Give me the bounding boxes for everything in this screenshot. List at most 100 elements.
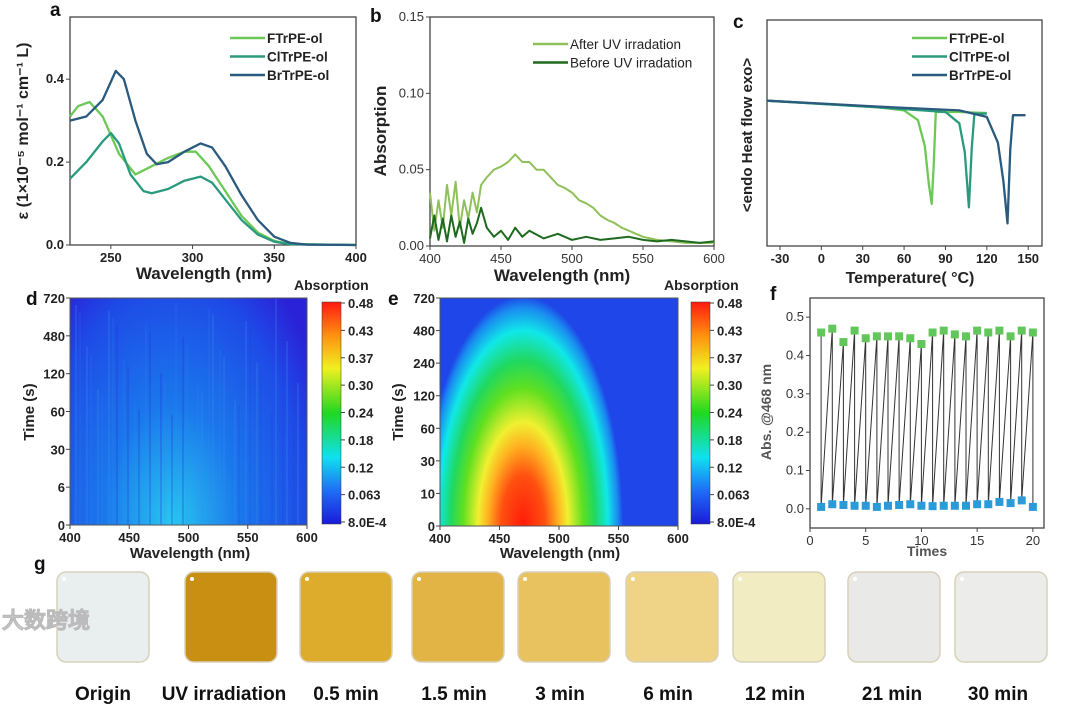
y-tick-label: 0.15	[399, 9, 424, 24]
highlight	[631, 577, 635, 581]
y-tick-label: 0.0	[46, 237, 64, 252]
x-tick-label: 550	[608, 531, 630, 546]
panel-e-ylabel: Time (s)	[390, 383, 407, 440]
y-tick-label: 0.05	[399, 162, 424, 177]
y-tick-label: 720	[43, 291, 65, 306]
watermark: 大数跨境	[2, 608, 90, 633]
high-point	[906, 334, 915, 343]
low-point	[872, 502, 881, 511]
colorbar-tick-label: 8.0E-4	[348, 515, 387, 530]
x-tick-label: 250	[100, 250, 122, 265]
y-tick-label: 0.2	[46, 154, 64, 169]
colorbar-tick-label: 8.0E-4	[717, 515, 756, 530]
x-tick-label: 20	[1026, 533, 1040, 548]
panel-a-frame	[69, 16, 357, 246]
high-point	[884, 332, 892, 341]
panel-d-heatmap	[70, 298, 307, 525]
x-tick-label: 15	[970, 533, 984, 548]
colorbar-tick-label: 0.24	[717, 406, 743, 421]
legend-label: BrTrPE-ol	[949, 68, 1011, 83]
colorbar-tick-label: 0.48	[717, 296, 742, 311]
x-tick-label: 90	[938, 251, 952, 266]
low-point	[973, 500, 982, 509]
colorbar-tick-label: 0.18	[348, 433, 373, 448]
panel-label-d: d	[26, 289, 38, 310]
low-point	[984, 500, 993, 509]
y-tick-label: 0.4	[786, 348, 804, 363]
series-cltrpe-ol	[69, 131, 357, 247]
x-tick-label: 0	[818, 251, 825, 266]
sample-label: 6 min	[643, 684, 693, 705]
y-tick-label: 720	[413, 291, 435, 306]
panel-b-xlabel: Wavelength (nm)	[494, 266, 630, 285]
x-tick-label: 400	[429, 531, 451, 546]
series-brtrpe-ol	[69, 69, 357, 247]
highlight	[738, 577, 742, 581]
y-tick-label: 10	[421, 486, 435, 501]
series-ftrpe-ol	[69, 100, 357, 247]
sample-square	[517, 571, 611, 663]
y-tick-label: 0.3	[786, 386, 804, 401]
low-point	[1028, 502, 1037, 511]
y-tick-label: 0.10	[399, 85, 424, 100]
low-point	[950, 501, 959, 510]
high-point	[950, 330, 959, 339]
highlight	[190, 577, 194, 581]
sample-label: 1.5 min	[421, 684, 486, 705]
x-tick-label: 500	[561, 251, 583, 266]
x-tick-label: 550	[632, 251, 654, 266]
y-tick-label: 0.00	[399, 238, 424, 253]
y-tick-label: 60	[421, 421, 435, 436]
series-after-uv-irradation	[429, 153, 714, 244]
legend-label: After UV irradation	[570, 37, 681, 52]
x-tick-label: 450	[489, 531, 511, 546]
panel-d-ylabel: Time (s)	[21, 383, 38, 440]
sample-square	[411, 571, 505, 663]
panel-label-a: a	[50, 0, 61, 21]
high-point	[928, 328, 937, 337]
sample-0: Origin	[56, 571, 150, 705]
high-point	[995, 326, 1004, 335]
x-tick-label: 600	[296, 530, 318, 545]
colorbar-tick-label: 0.37	[348, 351, 373, 366]
x-tick-label: 400	[345, 250, 367, 265]
x-tick-label: 300	[182, 250, 204, 265]
y-tick-label: 0.5	[786, 309, 804, 324]
high-point	[861, 334, 870, 343]
panel-e-heatmap	[440, 298, 678, 526]
x-tick-label: 0	[806, 533, 813, 548]
colorbar-tick-label: 0.30	[348, 378, 373, 393]
series-before-uv-irradation	[429, 206, 715, 244]
series-brtrpe-ol	[766, 99, 1026, 225]
y-tick-label: 240	[413, 356, 435, 371]
low-point	[828, 500, 837, 509]
y-tick-label: 60	[51, 405, 65, 420]
y-tick-label: 480	[43, 329, 65, 344]
y-tick-label: 120	[413, 389, 435, 404]
y-tick-label: 0	[58, 518, 65, 533]
low-point	[895, 501, 904, 509]
y-tick-label: 0.4	[46, 71, 65, 86]
sample-label: 3 min	[535, 684, 585, 705]
panel-label-g: g	[34, 554, 46, 575]
x-tick-label: 150	[1017, 251, 1039, 266]
y-tick-label: 6	[58, 480, 65, 495]
high-point	[828, 324, 837, 333]
colorbar-tick-label: 0.43	[348, 323, 373, 338]
high-point	[917, 340, 926, 348]
legend-label: ClTrPE-ol	[949, 50, 1010, 65]
x-tick-label: 600	[703, 251, 725, 266]
y-tick-label: 30	[51, 442, 65, 457]
x-tick-label: 120	[976, 251, 998, 266]
highlight	[853, 577, 857, 581]
sample-2: 0.5 min	[299, 571, 393, 705]
panel-c-ylabel: <endo Heat flow exo>	[739, 58, 756, 212]
high-point	[1006, 332, 1015, 341]
y-tick-label: 480	[413, 324, 435, 339]
y-tick-label: 0	[428, 519, 435, 534]
y-tick-label: 0.2	[786, 424, 804, 439]
panel-a-ylabel: ε (1×10⁻⁵ mol⁻¹ cm⁻¹ L)	[15, 43, 32, 220]
low-point	[995, 497, 1004, 506]
sample-8: 30 min	[954, 571, 1048, 705]
high-point	[962, 332, 970, 341]
